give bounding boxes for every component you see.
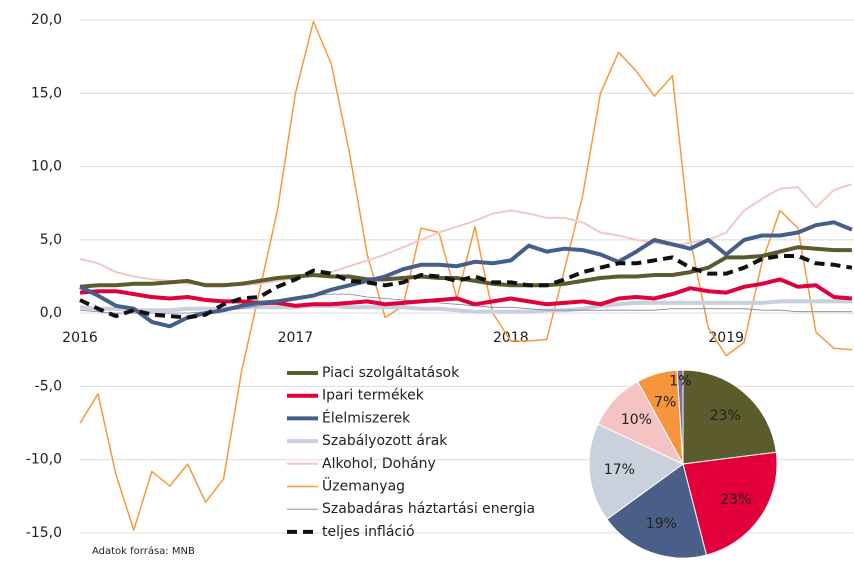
x-tick-label: 2018 xyxy=(493,330,529,346)
series-line xyxy=(79,277,853,308)
slice-label: 23% xyxy=(710,408,741,424)
pie-slice xyxy=(676,369,684,465)
y-tick-label: 20,0 xyxy=(31,12,62,28)
pie-slice xyxy=(682,451,778,556)
slice-label: 1% xyxy=(669,373,691,389)
legend-label: Szabadáras háztartási energia xyxy=(322,501,535,517)
y-tick-label: 10,0 xyxy=(31,159,62,175)
series-line xyxy=(79,183,853,287)
y-tick-label: -5,0 xyxy=(35,378,62,394)
slice-label: 17% xyxy=(604,462,635,478)
x-tick-label: 2017 xyxy=(278,330,314,346)
series-line xyxy=(79,245,852,289)
pie-slice xyxy=(682,369,777,465)
pie-slice xyxy=(588,423,684,520)
source-note: Adatok forrása: MNB xyxy=(92,545,195,557)
x-tick-label: 2019 xyxy=(708,330,744,346)
slice-label: 19% xyxy=(646,516,677,532)
legend-label: Alkohol, Dohány xyxy=(322,456,436,472)
legend-label: Élelmiszerek xyxy=(322,409,411,426)
slice-label: 7% xyxy=(654,395,676,411)
series-line xyxy=(79,254,853,320)
y-tick-label: -10,0 xyxy=(26,452,62,468)
series-line xyxy=(79,299,852,314)
pie-slice xyxy=(606,463,707,559)
legend-label: Piaci szolgáltatások xyxy=(322,365,460,381)
y-tick-label: 5,0 xyxy=(40,232,62,248)
slice-label: 10% xyxy=(621,412,652,428)
y-tick-label: -15,0 xyxy=(26,525,62,541)
y-tick-label: 0,0 xyxy=(40,305,62,321)
legend-label: Üzemanyag xyxy=(322,477,405,495)
legend-label: Ipari termékek xyxy=(322,388,425,404)
legend-label: teljes infláció xyxy=(322,524,415,540)
x-tick-label: 2016 xyxy=(62,330,98,346)
y-tick-label: 15,0 xyxy=(31,85,62,101)
slice-label: 23% xyxy=(720,492,751,508)
legend-label: Szabályozott árak xyxy=(322,433,448,449)
